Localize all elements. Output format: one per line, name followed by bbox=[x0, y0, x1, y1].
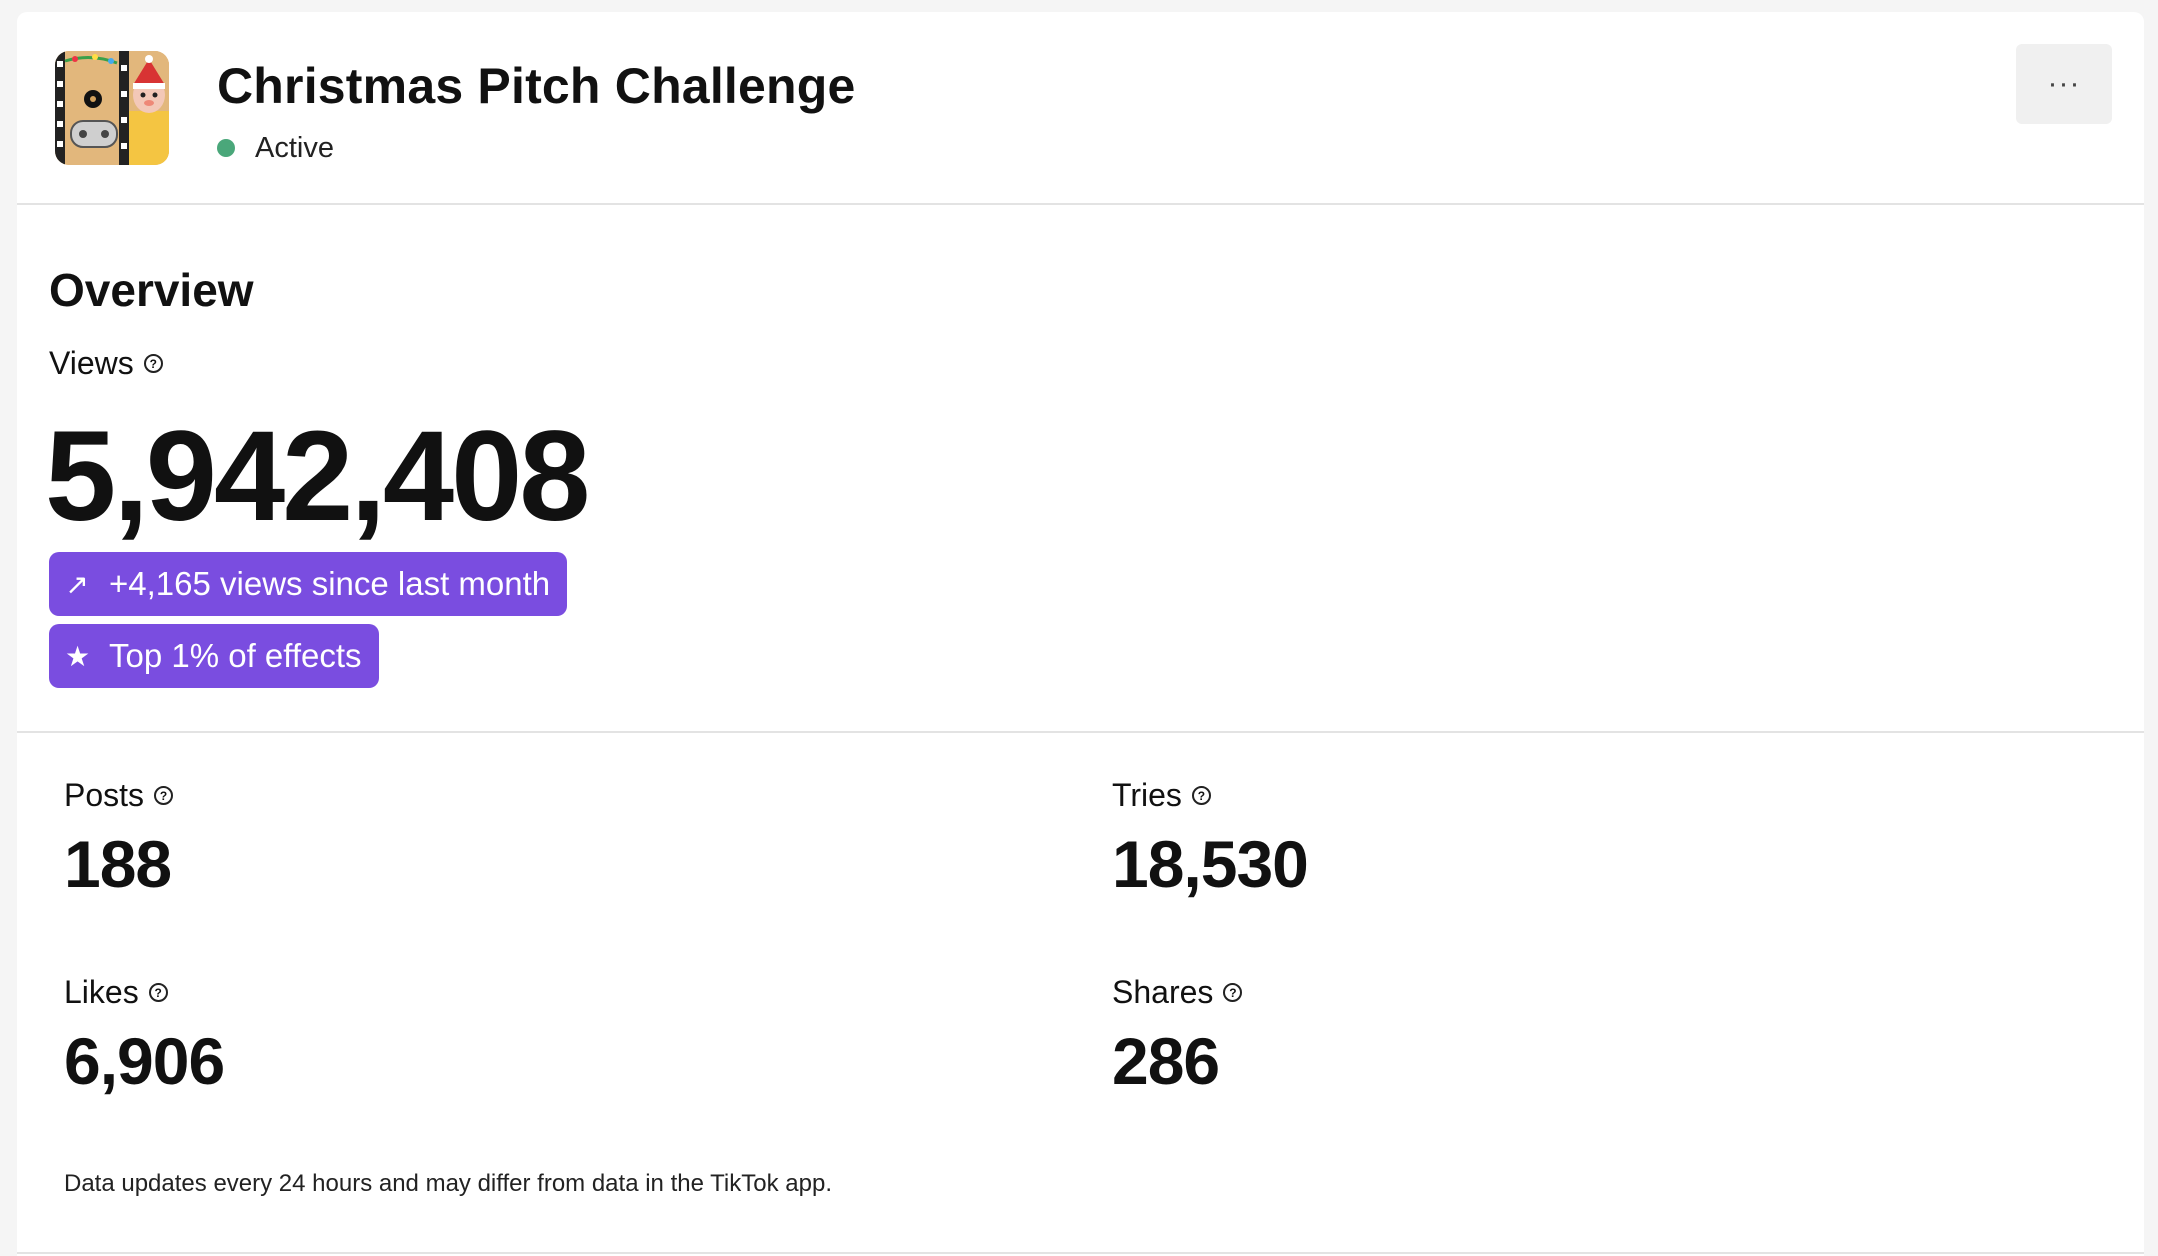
posts-help-icon[interactable]: ? bbox=[154, 786, 174, 805]
stat-tries-value: 18,530 bbox=[1112, 827, 1309, 901]
views-help-icon[interactable]: ? bbox=[143, 354, 163, 373]
stat-tries: Tries ? 18,530 bbox=[1112, 777, 1309, 901]
rank-badge: ★ Top 1% of effects bbox=[49, 624, 379, 688]
rank-badge-text: Top 1% of effects bbox=[109, 637, 362, 674]
stat-likes-label-row: Likes ? bbox=[64, 974, 224, 1011]
stat-likes-value: 6,906 bbox=[64, 1024, 225, 1098]
stat-posts-label-row: Posts ? bbox=[64, 777, 174, 814]
stat-tries-label: Tries bbox=[1112, 777, 1182, 813]
effect-thumbnail bbox=[55, 51, 169, 165]
stat-posts: Posts ? 188 bbox=[64, 777, 174, 901]
status-indicator: Active bbox=[217, 130, 334, 166]
likes-help-icon[interactable]: ? bbox=[148, 983, 168, 1002]
growth-badge: ↗ +4,165 views since last month bbox=[49, 552, 568, 616]
stat-shares-label-row: Shares ? bbox=[1112, 974, 1243, 1011]
overview-title: Overview bbox=[49, 264, 254, 316]
growth-badge-text: +4,165 views since last month bbox=[109, 565, 551, 602]
views-label: Views bbox=[49, 345, 134, 381]
views-label-row: Views ? bbox=[49, 345, 163, 382]
more-options-button[interactable]: ··· bbox=[2016, 44, 2112, 124]
data-update-footnote: Data updates every 24 hours and may diff… bbox=[64, 1170, 832, 1197]
stat-shares-value: 286 bbox=[1112, 1024, 1220, 1098]
more-dots-icon: ··· bbox=[2047, 67, 2081, 100]
effect-title: Christmas Pitch Challenge bbox=[217, 58, 856, 114]
stat-shares: Shares ? 286 bbox=[1112, 974, 1243, 1098]
effect-header: Christmas Pitch Challenge Active ··· bbox=[17, 12, 2144, 205]
bottom-divider bbox=[17, 1252, 2144, 1254]
tries-help-icon[interactable]: ? bbox=[1191, 786, 1211, 805]
views-value: 5,942,408 bbox=[45, 405, 590, 548]
status-dot-icon bbox=[217, 139, 235, 157]
stat-likes: Likes ? 6,906 bbox=[64, 974, 225, 1098]
stat-shares-label: Shares bbox=[1112, 974, 1214, 1010]
effect-thumbnail-image bbox=[55, 51, 169, 165]
stat-posts-value: 188 bbox=[64, 827, 172, 901]
stat-likes-label: Likes bbox=[64, 974, 139, 1010]
effect-analytics-card: Christmas Pitch Challenge Active ··· Ove… bbox=[17, 12, 2144, 1256]
stat-tries-label-row: Tries ? bbox=[1112, 777, 1308, 814]
shares-help-icon[interactable]: ? bbox=[1223, 983, 1243, 1002]
trend-up-arrow-icon: ↗ bbox=[65, 568, 89, 600]
overview-section: Overview Views ? 5,942,408 ↗ +4,165 view… bbox=[17, 205, 2144, 733]
star-icon: ★ bbox=[65, 640, 91, 672]
stat-posts-label: Posts bbox=[64, 777, 145, 813]
status-text: Active bbox=[255, 131, 334, 164]
